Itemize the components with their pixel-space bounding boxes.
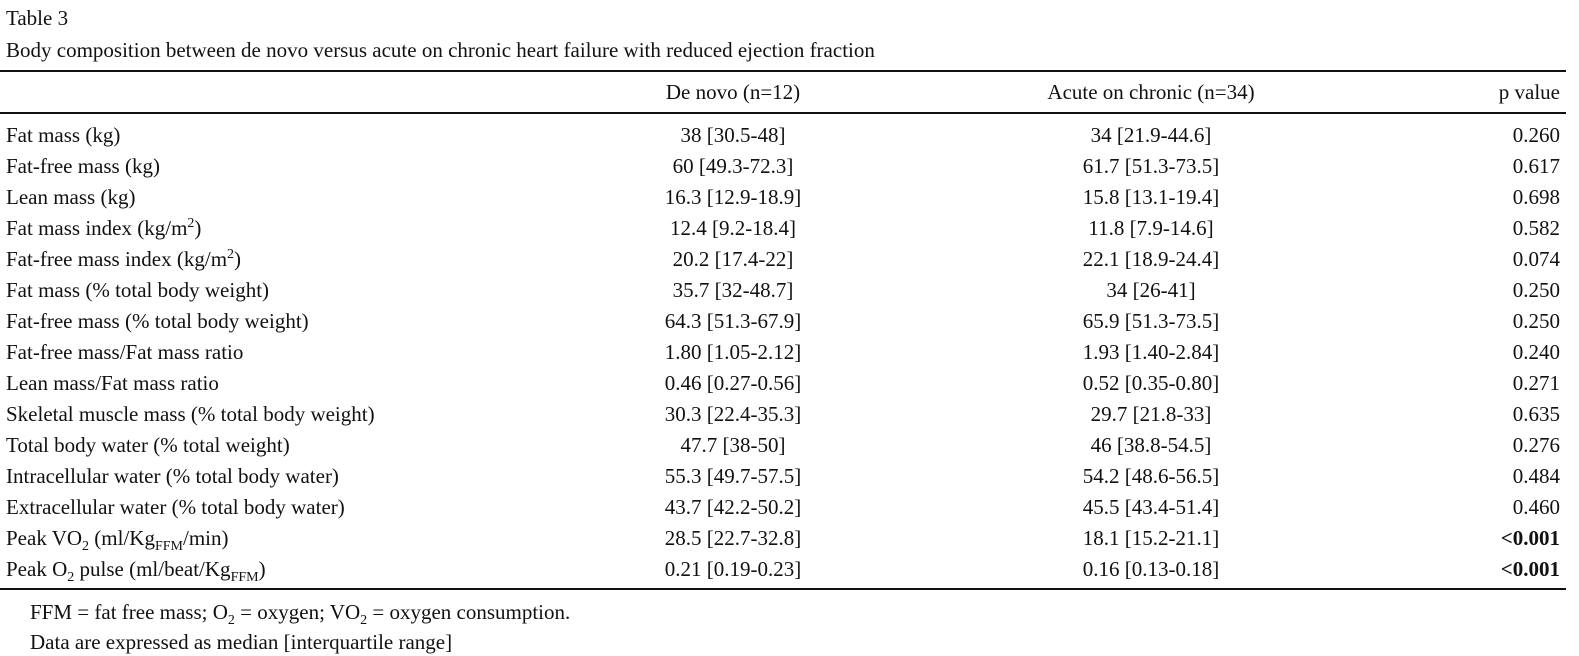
denovo-value: 43.7 [42.2-50.2] <box>664 495 802 519</box>
header-rule <box>0 112 1566 114</box>
header-acute: Acute on chronic (n=34) <box>1047 80 1255 104</box>
p-value: 0.635 <box>1512 402 1560 426</box>
p-value: 0.460 <box>1512 495 1560 519</box>
row-label: Intracellular water (% total body water) <box>6 464 339 488</box>
table-caption-label: Table 3 <box>6 6 69 30</box>
denovo-value: 55.3 [49.7-57.5] <box>664 464 802 488</box>
denovo-value: 38 [30.5-48] <box>680 123 786 147</box>
p-value: 0.250 <box>1512 278 1560 302</box>
acute-value: 61.7 [51.3-73.5] <box>1082 154 1220 178</box>
acute-value: 0.52 [0.35-0.80] <box>1082 371 1220 395</box>
table-caption-title: Body composition between de novo versus … <box>6 38 875 62</box>
denovo-value: 1.80 [1.05-2.12] <box>664 340 802 364</box>
acute-value: 18.1 [15.2-21.1] <box>1082 526 1220 550</box>
acute-value: 46 [38.8-54.5] <box>1090 433 1212 457</box>
row-label: Fat-free mass/Fat mass ratio <box>6 340 244 364</box>
footnote-line: Data are expressed as median [interquart… <box>30 630 453 654</box>
acute-value: 34 [26-41] <box>1106 278 1196 302</box>
p-value: 0.276 <box>1512 433 1560 457</box>
p-value: 0.240 <box>1512 340 1560 364</box>
row-label: Total body water (% total weight) <box>6 433 290 457</box>
p-value: <0.001 <box>1500 557 1560 581</box>
denovo-value: 60 [49.3-72.3] <box>672 154 794 178</box>
acute-value: 45.5 [43.4-51.4] <box>1082 495 1220 519</box>
denovo-value: 35.7 [32-48.7] <box>672 278 794 302</box>
denovo-value: 28.5 [22.7-32.8] <box>664 526 802 550</box>
header-denovo: De novo (n=12) <box>665 80 801 104</box>
p-value: 0.260 <box>1512 123 1560 147</box>
denovo-value: 0.46 [0.27-0.56] <box>664 371 802 395</box>
p-value: 0.698 <box>1512 185 1560 209</box>
p-value: 0.074 <box>1512 247 1560 271</box>
acute-value: 65.9 [51.3-73.5] <box>1082 309 1220 333</box>
denovo-value: 0.21 [0.19-0.23] <box>664 557 802 581</box>
denovo-value: 16.3 [12.9-18.9] <box>664 185 802 209</box>
row-label: Fat-free mass (% total body weight) <box>6 309 309 333</box>
denovo-value: 64.3 [51.3-67.9] <box>664 309 802 333</box>
acute-value: 0.16 [0.13-0.18] <box>1082 557 1220 581</box>
row-label: Peak O2 pulse (ml/beat/KgFFM) <box>6 557 266 585</box>
row-label: Lean mass (kg) <box>6 185 136 209</box>
row-label: Peak VO2 (ml/KgFFM/min) <box>6 526 229 554</box>
row-label: Fat mass (% total body weight) <box>6 278 270 302</box>
p-value: 0.271 <box>1512 371 1560 395</box>
acute-value: 29.7 [21.8-33] <box>1090 402 1212 426</box>
row-label: Fat-free mass (kg) <box>6 154 160 178</box>
denovo-value: 30.3 [22.4-35.3] <box>664 402 802 426</box>
row-label: Lean mass/Fat mass ratio <box>6 371 219 395</box>
denovo-value: 20.2 [17.4-22] <box>672 247 794 271</box>
header-p-value: p value <box>1498 80 1560 104</box>
acute-value: 1.93 [1.40-2.84] <box>1082 340 1220 364</box>
top-rule <box>0 70 1566 72</box>
footnote-line: FFM = fat free mass; O2 = oxygen; VO2 = … <box>30 600 571 628</box>
p-value: 0.250 <box>1512 309 1560 333</box>
p-value: 0.484 <box>1512 464 1560 488</box>
acute-value: 54.2 [48.6-56.5] <box>1082 464 1220 488</box>
row-label: Fat-free mass index (kg/m2) <box>6 247 242 271</box>
row-label: Extracellular water (% total body water) <box>6 495 345 519</box>
denovo-value: 47.7 [38-50] <box>680 433 786 457</box>
p-value: 0.617 <box>1512 154 1560 178</box>
acute-value: 15.8 [13.1-19.4] <box>1082 185 1220 209</box>
acute-value: 22.1 [18.9-24.4] <box>1082 247 1220 271</box>
acute-value: 11.8 [7.9-14.6] <box>1088 216 1214 240</box>
row-label: Fat mass index (kg/m2) <box>6 216 202 240</box>
acute-value: 34 [21.9-44.6] <box>1090 123 1212 147</box>
denovo-value: 12.4 [9.2-18.4] <box>670 216 796 240</box>
bottom-rule <box>0 588 1566 590</box>
p-value: <0.001 <box>1500 526 1560 550</box>
row-label: Skeletal muscle mass (% total body weigh… <box>6 402 375 426</box>
row-label: Fat mass (kg) <box>6 123 121 147</box>
p-value: 0.582 <box>1512 216 1560 240</box>
